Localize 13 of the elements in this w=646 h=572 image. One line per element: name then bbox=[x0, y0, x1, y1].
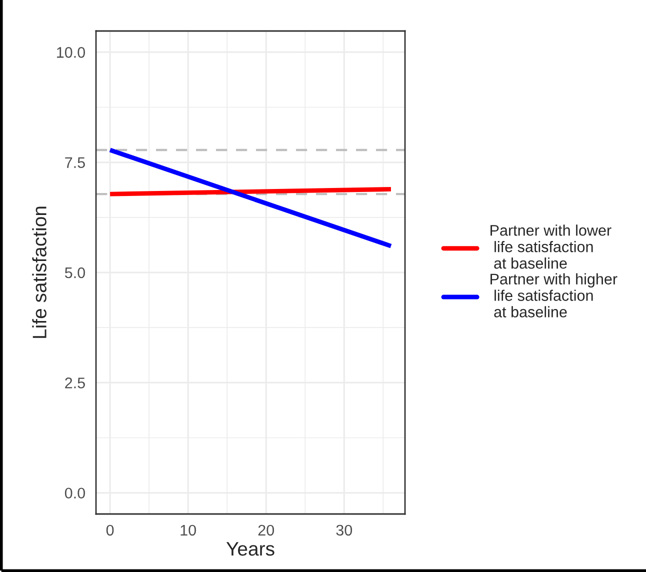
legend-label: Partner with lower life satisfaction at baseline bbox=[490, 224, 612, 269]
y-axis-title: Life satisfaction bbox=[32, 206, 46, 338]
x-tick-label: 0 bbox=[106, 524, 114, 536]
y-tick-label: 5.0 bbox=[64, 267, 85, 278]
y-tick-label: 7.5 bbox=[65, 157, 85, 168]
y-tick-label: 10.0 bbox=[57, 47, 85, 58]
x-tick-label: 30 bbox=[336, 524, 352, 536]
x-tick-label: 10 bbox=[180, 524, 196, 536]
legend-label: Partner with higher life satisfaction at baseline bbox=[490, 273, 618, 318]
y-tick-label: 0.0 bbox=[64, 488, 85, 499]
x-axis-title: Years bbox=[226, 542, 274, 556]
y-tick-label: 2.5 bbox=[65, 378, 85, 388]
x-tick-label: 20 bbox=[258, 524, 274, 536]
